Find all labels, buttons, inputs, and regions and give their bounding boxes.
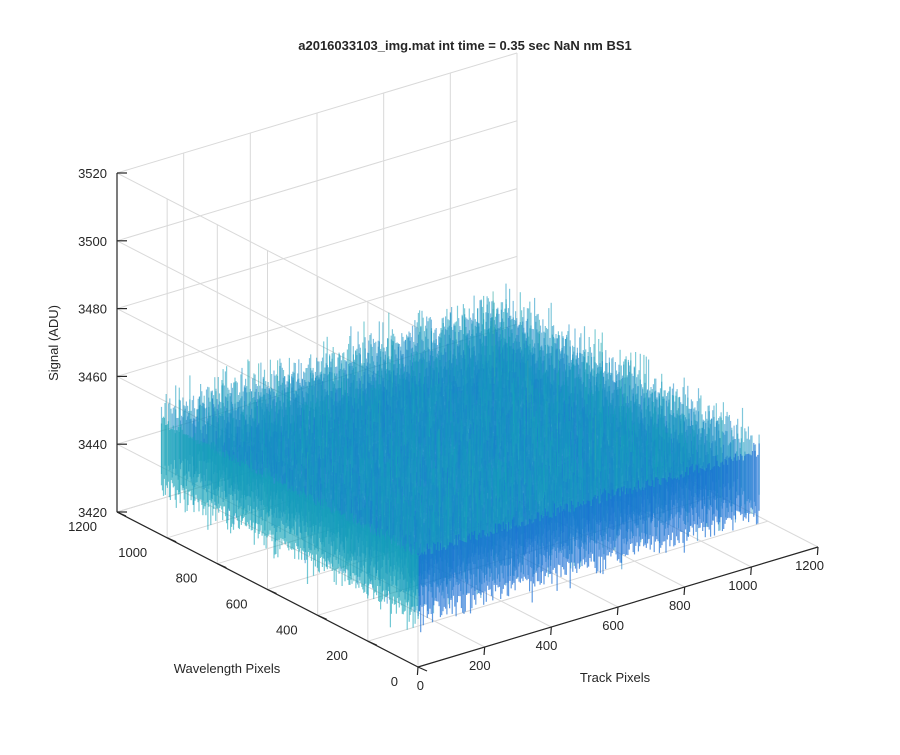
surface-plot: 0200400600800100012000200400600800100012…	[0, 0, 900, 750]
